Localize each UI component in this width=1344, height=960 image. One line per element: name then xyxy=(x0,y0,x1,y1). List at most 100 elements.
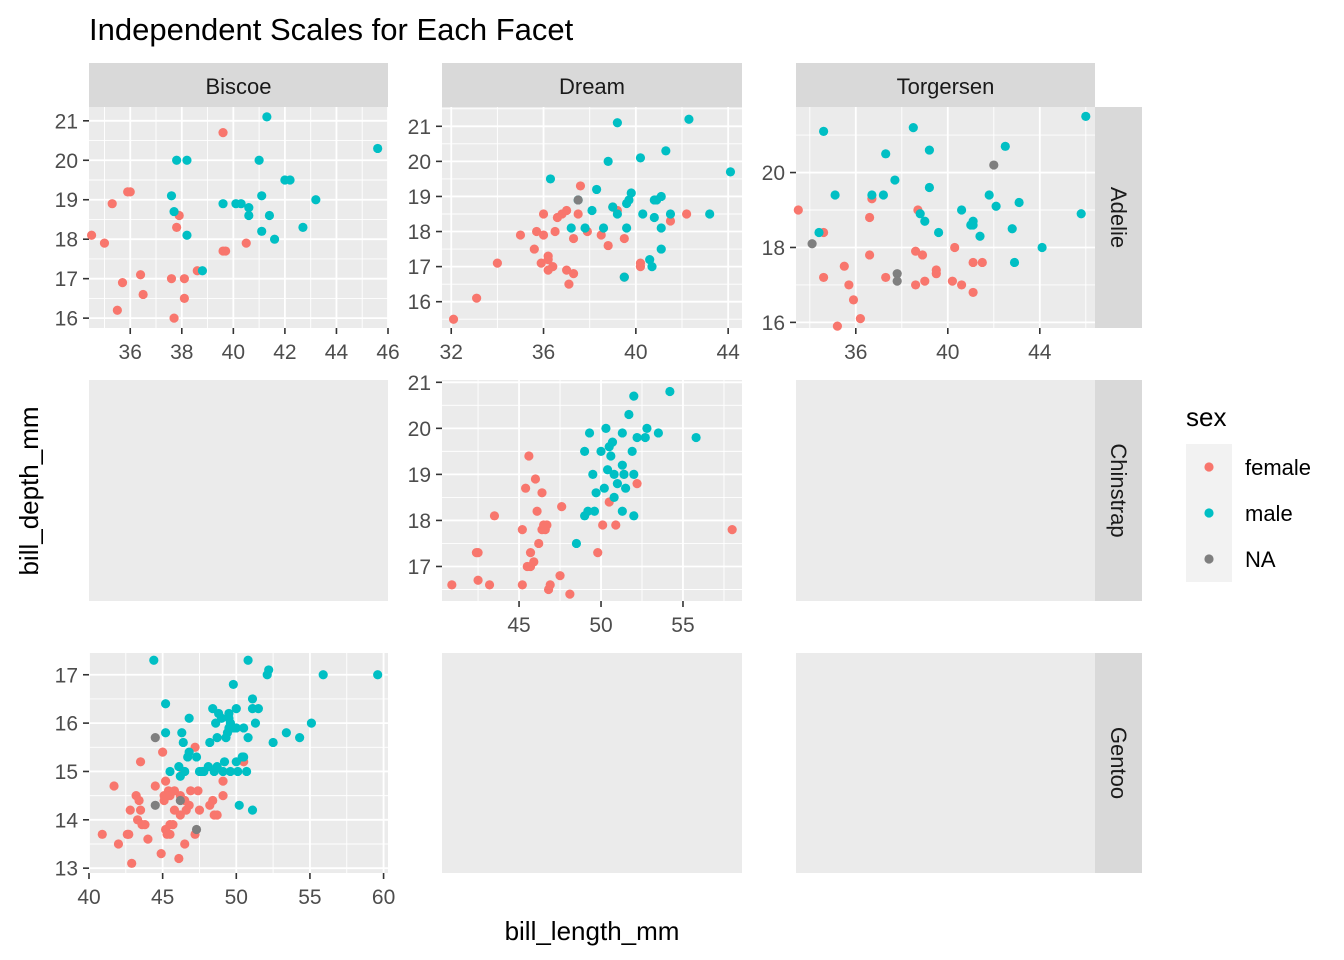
data-point-na xyxy=(573,195,583,205)
data-point-male xyxy=(629,511,639,521)
x-tick-label: 36 xyxy=(532,341,555,364)
data-point-male xyxy=(169,206,179,217)
data-point-female xyxy=(632,478,642,489)
data-point-male xyxy=(239,752,249,762)
data-point-male xyxy=(629,391,639,401)
data-point-female xyxy=(179,293,189,304)
data-point-male xyxy=(243,655,253,665)
data-point-male xyxy=(583,506,593,516)
data-point-female xyxy=(492,258,502,268)
data-point-female xyxy=(113,839,124,849)
facet-col-label: Dream xyxy=(559,74,625,99)
data-point-female xyxy=(109,781,119,791)
data-point-male xyxy=(617,428,627,438)
data-point-female xyxy=(218,128,228,138)
data-point-female xyxy=(124,829,134,839)
data-point-na xyxy=(892,276,902,286)
legend-item-female: female xyxy=(1186,444,1311,490)
data-point-male xyxy=(830,190,840,200)
data-point-male xyxy=(612,478,623,489)
data-point-male xyxy=(228,679,238,690)
panel-background xyxy=(796,380,1095,601)
x-tick-label: 50 xyxy=(225,886,248,909)
data-point-na xyxy=(807,239,817,249)
data-point-female xyxy=(573,209,583,219)
data-point-male xyxy=(656,244,666,254)
data-point-na xyxy=(150,800,160,810)
data-point-male xyxy=(653,428,663,438)
data-point-female xyxy=(186,786,196,796)
data-point-female xyxy=(208,795,218,806)
data-point-male xyxy=(165,766,175,777)
y-tick-label: 16 xyxy=(408,291,431,314)
data-point-male xyxy=(1037,242,1047,253)
data-point-male xyxy=(599,483,609,493)
data-point-female xyxy=(538,209,549,219)
data-point-female xyxy=(218,791,228,801)
data-point-female xyxy=(545,580,555,590)
data-point-male xyxy=(626,188,636,198)
data-point-male xyxy=(242,766,252,777)
facet-strip-row-adelie: Adelie xyxy=(1095,107,1142,328)
data-point-male xyxy=(991,201,1001,211)
legend-label: NA xyxy=(1245,547,1276,572)
legend-title: sex xyxy=(1186,402,1226,432)
data-point-female xyxy=(125,805,135,815)
data-point-female xyxy=(127,858,137,868)
data-point-male xyxy=(665,386,675,397)
data-point-female xyxy=(555,571,565,581)
x-tick-label: 50 xyxy=(589,614,612,637)
data-point-male xyxy=(601,423,611,433)
y-tick-label: 20 xyxy=(762,162,785,185)
data-point-female xyxy=(920,276,930,286)
data-point-female xyxy=(917,250,928,260)
data-point-female xyxy=(793,205,803,215)
y-tick-label: 17 xyxy=(55,268,78,291)
data-point-male xyxy=(295,733,305,743)
data-point-na xyxy=(191,824,202,835)
data-point-female xyxy=(598,520,608,530)
x-tick-label: 44 xyxy=(325,341,349,364)
data-point-female xyxy=(517,580,527,590)
data-point-male xyxy=(705,209,715,219)
data-point-female xyxy=(542,520,552,530)
data-point-male xyxy=(598,223,609,233)
data-point-female xyxy=(521,483,531,493)
data-point-male xyxy=(596,446,606,456)
data-point-female xyxy=(184,800,194,810)
panel-adelie-torgersen: 36 40 44 16 18 20 xyxy=(762,107,1095,364)
data-point-female xyxy=(517,525,527,535)
data-point-female xyxy=(135,270,146,280)
data-point-female xyxy=(848,295,859,305)
data-point-male xyxy=(629,469,639,479)
data-point-male xyxy=(160,699,171,709)
data-point-male xyxy=(957,205,967,215)
y-tick-label: 18 xyxy=(762,237,785,260)
data-point-male xyxy=(920,216,930,226)
data-point-female xyxy=(143,834,153,844)
data-point-female xyxy=(158,747,168,757)
data-point-male xyxy=(968,220,978,230)
data-point-male xyxy=(184,713,194,723)
data-point-male xyxy=(244,203,254,213)
data-point-female xyxy=(212,810,222,820)
data-point-female xyxy=(977,257,987,268)
data-point-female xyxy=(86,230,97,240)
panel-gentoo-biscoe: 40 45 50 55 60 13 14 15 16 17 xyxy=(55,653,395,909)
x-tick-label: 36 xyxy=(119,341,142,364)
panel-background xyxy=(442,653,742,873)
y-tick-label: 21 xyxy=(408,372,431,395)
x-tick-label: 44 xyxy=(716,341,740,364)
data-point-female xyxy=(611,520,621,530)
x-tick-label: 40 xyxy=(624,341,647,364)
data-point-male xyxy=(298,222,308,232)
data-point-female xyxy=(596,230,606,240)
panel-background xyxy=(89,107,388,328)
y-tick-label: 19 xyxy=(408,464,431,487)
strip-background xyxy=(1095,653,1142,873)
data-point-male xyxy=(180,766,190,777)
data-point-female xyxy=(530,474,541,484)
data-point-female xyxy=(819,272,829,283)
data-point-female xyxy=(534,538,544,549)
